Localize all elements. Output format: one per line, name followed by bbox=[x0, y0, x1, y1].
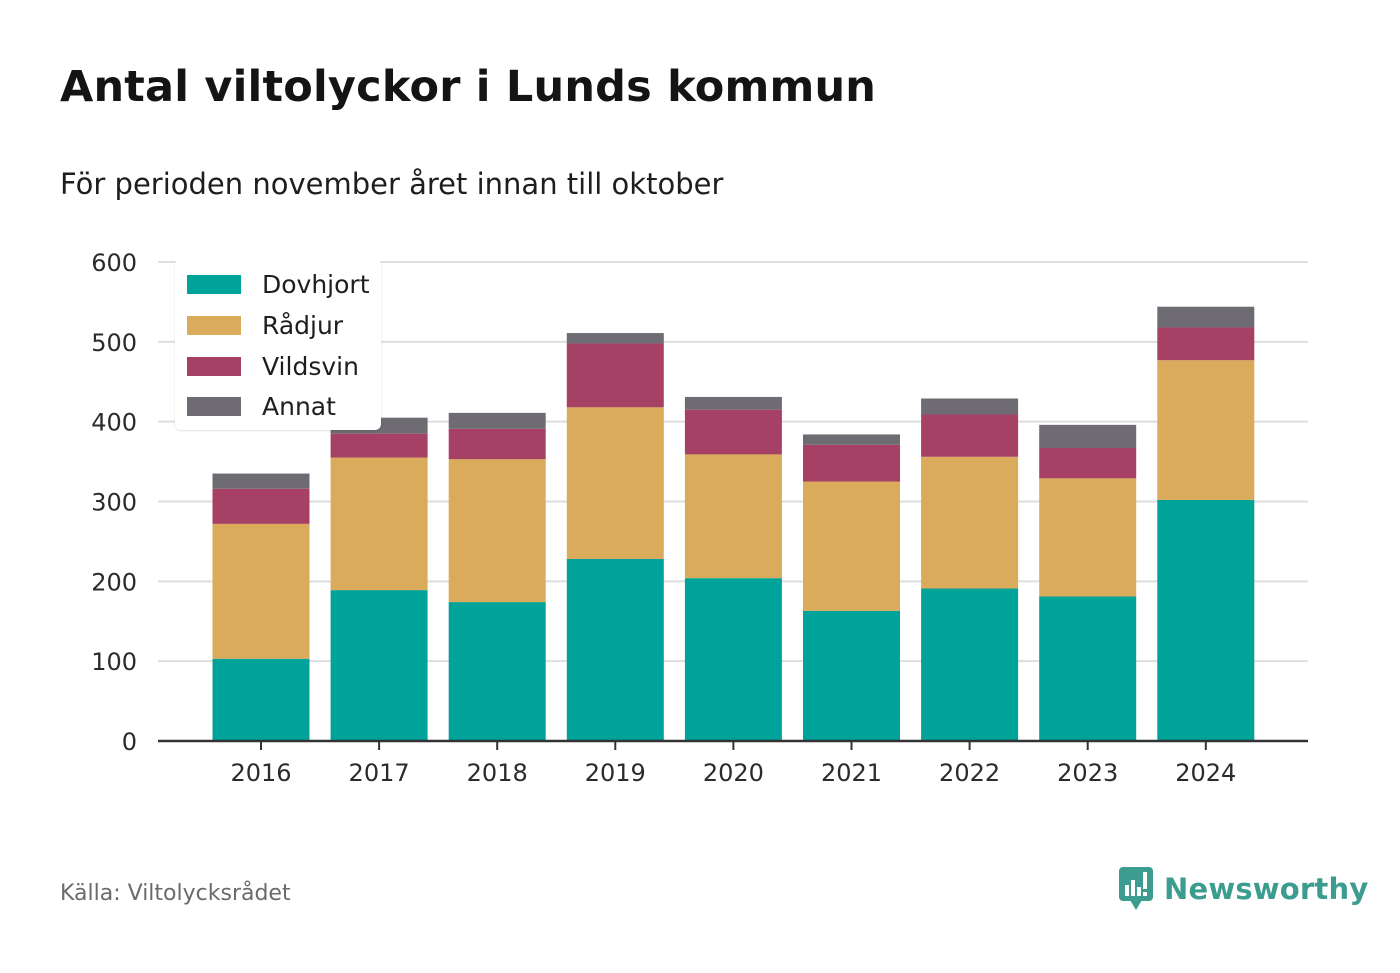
bar-segment[interactable] bbox=[1157, 499, 1255, 741]
bar-segment[interactable] bbox=[1039, 448, 1137, 479]
y-axis-ticks: 0 100 200 300 400 500 600 bbox=[91, 249, 137, 756]
bar-segment[interactable] bbox=[330, 590, 428, 741]
bar-segment[interactable] bbox=[212, 473, 310, 489]
x-tick-label: 2022 bbox=[939, 759, 1000, 787]
newsworthy-logo[interactable]: Newsworthy bbox=[1118, 866, 1368, 912]
bar-segment[interactable] bbox=[1157, 360, 1255, 500]
bar-segment[interactable] bbox=[212, 658, 310, 741]
bar-segment[interactable] bbox=[1157, 327, 1255, 361]
bar-segment[interactable] bbox=[448, 459, 546, 603]
bar-segment[interactable] bbox=[448, 602, 546, 741]
x-tick-label: 2019 bbox=[585, 759, 646, 787]
bar-segment[interactable] bbox=[330, 433, 428, 458]
x-tick-label: 2016 bbox=[230, 759, 291, 787]
bar-segment[interactable] bbox=[566, 343, 664, 408]
bar-segment[interactable] bbox=[684, 396, 782, 410]
chart-subtitle: För perioden november året innan till ok… bbox=[60, 167, 724, 201]
bar-segment[interactable] bbox=[921, 398, 1019, 415]
bar-segment[interactable] bbox=[330, 457, 428, 591]
x-tick-label: 2024 bbox=[1175, 759, 1236, 787]
legend: Dovhjort Rådjur Vildsvin Annat bbox=[175, 258, 381, 430]
legend-item-dovhjort[interactable]: Dovhjort bbox=[187, 270, 370, 299]
legend-item-annat[interactable]: Annat bbox=[187, 392, 336, 421]
bar-segment[interactable] bbox=[803, 610, 900, 741]
y-tick-label: 0 bbox=[122, 728, 137, 756]
bar-segment[interactable] bbox=[566, 333, 664, 344]
bar-segment[interactable] bbox=[803, 444, 900, 482]
bar-segment[interactable] bbox=[566, 558, 664, 741]
bars bbox=[212, 306, 1255, 741]
legend-label-radjur: Rådjur bbox=[262, 311, 344, 340]
bar-segment[interactable] bbox=[566, 407, 664, 559]
y-tick-label: 300 bbox=[91, 489, 137, 517]
bar-segment[interactable] bbox=[1039, 596, 1137, 741]
y-tick-label: 600 bbox=[91, 249, 137, 277]
x-tick-label: 2020 bbox=[703, 759, 764, 787]
bar-segment[interactable] bbox=[448, 428, 546, 460]
x-tick-label: 2017 bbox=[349, 759, 410, 787]
bar-segment[interactable] bbox=[921, 456, 1019, 589]
x-axis-ticks: 2016 2017 2018 2019 2020 2021 2022 2023 2024 bbox=[230, 741, 1236, 787]
legend-swatch-dovhjort bbox=[187, 275, 241, 294]
bar-segment[interactable] bbox=[921, 588, 1019, 741]
legend-label-annat: Annat bbox=[262, 392, 336, 421]
legend-label-vildsvin: Vildsvin bbox=[262, 352, 359, 381]
bar-segment[interactable] bbox=[684, 454, 782, 579]
y-tick-label: 100 bbox=[91, 648, 137, 676]
legend-swatch-radjur bbox=[187, 316, 241, 335]
y-tick-label: 400 bbox=[91, 409, 137, 437]
bar-segment[interactable] bbox=[448, 412, 546, 429]
newsworthy-logo-icon bbox=[1119, 867, 1153, 910]
x-tick-label: 2021 bbox=[821, 759, 882, 787]
x-tick-label: 2023 bbox=[1057, 759, 1118, 787]
newsworthy-logo-text: Newsworthy bbox=[1164, 872, 1369, 906]
x-tick-label: 2018 bbox=[467, 759, 528, 787]
bar-segment[interactable] bbox=[1039, 478, 1137, 597]
bar-segment[interactable] bbox=[921, 414, 1019, 457]
bar-segment[interactable] bbox=[212, 488, 310, 524]
bar-segment[interactable] bbox=[803, 434, 900, 445]
bar-segment[interactable] bbox=[212, 523, 310, 659]
legend-item-radjur[interactable]: Rådjur bbox=[187, 311, 343, 340]
y-tick-label: 200 bbox=[91, 568, 137, 596]
bar-segment[interactable] bbox=[803, 481, 900, 611]
bar-segment[interactable] bbox=[684, 409, 782, 455]
bar-segment[interactable] bbox=[1039, 424, 1137, 449]
legend-label-dovhjort: Dovhjort bbox=[262, 270, 370, 299]
legend-item-vildsvin[interactable]: Vildsvin bbox=[187, 352, 359, 381]
legend-swatch-annat bbox=[187, 397, 241, 416]
y-tick-label: 500 bbox=[91, 329, 137, 357]
bar-segment[interactable] bbox=[1157, 306, 1255, 328]
source-note: Källa: Viltolycksrådet bbox=[60, 881, 291, 906]
bar-segment[interactable] bbox=[684, 578, 782, 741]
chart-title: Antal viltolyckor i Lunds kommun bbox=[60, 62, 877, 112]
legend-swatch-vildsvin bbox=[187, 357, 241, 376]
